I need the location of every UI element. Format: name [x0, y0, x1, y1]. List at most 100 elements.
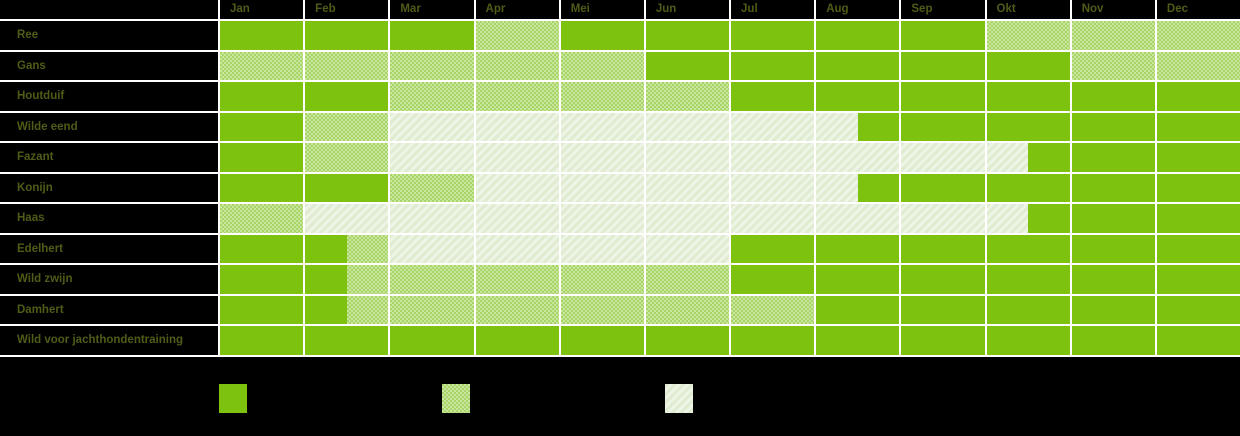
season-cell-sep	[899, 21, 985, 50]
row-label: Houtduif	[17, 90, 65, 103]
season-cell-mar	[388, 143, 474, 172]
season-cell-nov	[1069, 204, 1155, 233]
season-cell-sep	[899, 173, 985, 202]
season-cell-mar	[388, 173, 474, 202]
season-cell-mei	[558, 143, 644, 172]
season-cell-jan	[218, 234, 304, 263]
half-month-fill	[857, 173, 900, 202]
table-row: Haas	[0, 204, 1240, 235]
table-row: Edelhert	[0, 234, 1240, 265]
season-cell-sep	[899, 295, 985, 324]
row-label: Fazant	[17, 151, 54, 164]
table-row: Fazant	[0, 143, 1240, 174]
season-cell-mei	[558, 295, 644, 324]
row-cells	[218, 112, 1240, 141]
half-month-fill	[346, 295, 389, 324]
season-cell-mar	[388, 234, 474, 263]
season-cell-apr	[473, 143, 559, 172]
season-cell-apr	[473, 204, 559, 233]
season-cell-jul	[729, 173, 815, 202]
row-cells	[218, 234, 1240, 263]
season-cell-sep	[899, 265, 985, 294]
season-cell-jan	[218, 143, 304, 172]
season-cell-mar	[388, 204, 474, 233]
month-header-jan: Jan	[218, 0, 303, 19]
season-cell-nov	[1069, 265, 1155, 294]
table-row: Damhert	[0, 295, 1240, 326]
half-month-fill	[1028, 143, 1070, 172]
row-label: Edelhert	[17, 242, 64, 255]
season-cell-jul	[729, 204, 815, 233]
row-cells	[218, 173, 1240, 202]
season-cell-okt	[984, 295, 1070, 324]
season-cell-mei	[558, 204, 644, 233]
row-cells	[218, 143, 1240, 172]
season-cell-jul	[729, 295, 815, 324]
month-header-nov: Nov	[1069, 0, 1155, 19]
month-header-dec: Dec	[1154, 0, 1240, 19]
season-cell-mar	[388, 21, 474, 50]
row-cells	[218, 21, 1240, 50]
season-cell-aug	[814, 326, 900, 355]
season-cell-aug	[814, 204, 900, 233]
row-label: Gans	[17, 59, 46, 72]
season-cell-apr	[473, 82, 559, 111]
season-cell-mar	[388, 265, 474, 294]
month-header-jul: Jul	[729, 0, 814, 19]
season-cell-sep	[899, 143, 985, 172]
season-cell-dec	[1154, 295, 1240, 324]
table-row: Wild zwijn	[0, 265, 1240, 296]
season-cell-jul	[729, 326, 815, 355]
season-cell-jan	[218, 265, 304, 294]
season-cell-dec	[1154, 204, 1240, 233]
season-cell-nov	[1069, 173, 1155, 202]
season-cell-mei	[558, 173, 644, 202]
table-row: Konijn	[0, 173, 1240, 204]
season-cell-mei	[558, 326, 644, 355]
season-cell-apr	[473, 51, 559, 80]
season-cell-apr	[473, 295, 559, 324]
season-cell-okt	[984, 204, 1070, 233]
season-cell-apr	[473, 173, 559, 202]
month-header-mei: Mei	[558, 0, 644, 19]
season-cell-nov	[1069, 21, 1155, 50]
season-cell-dec	[1154, 82, 1240, 111]
season-cell-aug	[814, 173, 900, 202]
season-cell-jun	[643, 82, 730, 111]
row-cells	[218, 295, 1240, 324]
season-cell-okt	[984, 143, 1070, 172]
row-label: Damhert	[17, 303, 64, 316]
season-cell-feb	[303, 326, 389, 355]
half-month-fill	[305, 295, 347, 324]
table-header: Jan Feb Mar Apr Mei Jun Jul Aug Sep Okt Nov Dec	[0, 0, 1240, 21]
half-month-fill	[346, 265, 389, 294]
season-cell-feb	[303, 143, 389, 172]
season-cell-jun	[643, 204, 730, 233]
season-cell-mar	[388, 112, 474, 141]
season-cell-nov	[1069, 51, 1155, 80]
season-cell-sep	[899, 326, 985, 355]
season-cell-mei	[558, 21, 644, 50]
season-cell-mei	[558, 265, 644, 294]
season-cell-jun	[643, 143, 730, 172]
season-cell-dec	[1154, 173, 1240, 202]
legend	[219, 384, 693, 413]
half-month-fill	[857, 112, 900, 141]
season-cell-aug	[814, 295, 900, 324]
season-cell-okt	[984, 234, 1070, 263]
season-cell-feb	[303, 51, 389, 80]
season-cell-nov	[1069, 143, 1155, 172]
month-header-jun: Jun	[643, 0, 729, 19]
season-cell-feb	[303, 204, 389, 233]
season-cell-sep	[899, 112, 985, 141]
season-cell-okt	[984, 21, 1070, 50]
season-cell-jul	[729, 51, 815, 80]
season-cell-mei	[558, 82, 644, 111]
season-cell-jan	[218, 295, 304, 324]
season-cell-nov	[1069, 112, 1155, 141]
row-cells	[218, 82, 1240, 111]
month-header-okt: Okt	[984, 0, 1070, 19]
season-cell-jul	[729, 82, 815, 111]
season-cell-okt	[984, 82, 1070, 111]
